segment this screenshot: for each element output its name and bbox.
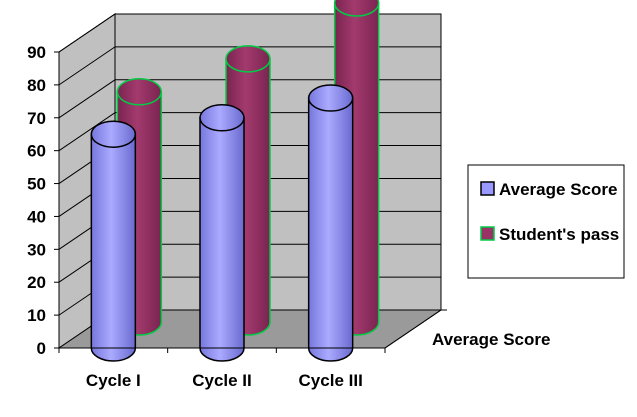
legend-label-students-pass: Student's pass	[499, 225, 619, 244]
legend-swatch-average-score	[480, 181, 495, 196]
category-label: Cycle I	[86, 371, 141, 390]
y-axis-ticks: 0 10 20 30 40 50 60 70 80 90	[27, 43, 60, 358]
cylinder-average-score	[90, 120, 137, 362]
back-wall	[114, 13, 442, 311]
cylinder-average-score	[199, 104, 245, 362]
cylinder-average-score-body	[90, 133, 137, 362]
x-axis	[58, 309, 447, 353]
y-tick-label: 60	[27, 142, 46, 161]
y-tick-label: 70	[27, 109, 46, 128]
gridline-side	[58, 112, 116, 152]
gridline-side	[58, 79, 116, 119]
category-label: Cycle III	[299, 371, 363, 390]
y-tick-label: 30	[27, 240, 46, 259]
y-tick-label: 0	[37, 339, 46, 358]
cylinder-average-score-top	[90, 120, 137, 148]
legend: Average Score Student's pass	[467, 164, 625, 279]
cylinder-average-score	[307, 84, 354, 362]
depth-axis-label: Average Score	[432, 330, 550, 349]
y-tick-label: 90	[27, 43, 46, 62]
cylinder-students-pass-top	[333, 0, 380, 17]
cylinder-students-pass-top	[116, 78, 163, 106]
category-label: Cycle II	[192, 371, 252, 390]
category-labels: Cycle I Cycle II Cycle III	[86, 371, 363, 390]
cylinder-average-score-top	[199, 104, 245, 132]
cylinder-average-score-top	[307, 84, 354, 112]
cylinder-students-pass-top	[225, 45, 271, 73]
legend-label-average-score: Average Score	[499, 180, 617, 199]
cylinder-average-score-body	[307, 97, 354, 362]
depth-axis-line	[384, 309, 442, 349]
series-average-score	[90, 84, 354, 362]
gridline-side	[58, 46, 116, 86]
y-tick-label: 50	[27, 175, 46, 194]
gridline-side	[58, 13, 116, 53]
cylinder-average-score-body	[199, 117, 245, 362]
y-tick-label: 40	[27, 207, 46, 226]
legend-swatch-students-pass	[480, 226, 495, 241]
y-tick-label: 10	[27, 306, 46, 325]
y-tick-label: 20	[27, 273, 46, 292]
y-tick-label: 80	[27, 76, 46, 95]
